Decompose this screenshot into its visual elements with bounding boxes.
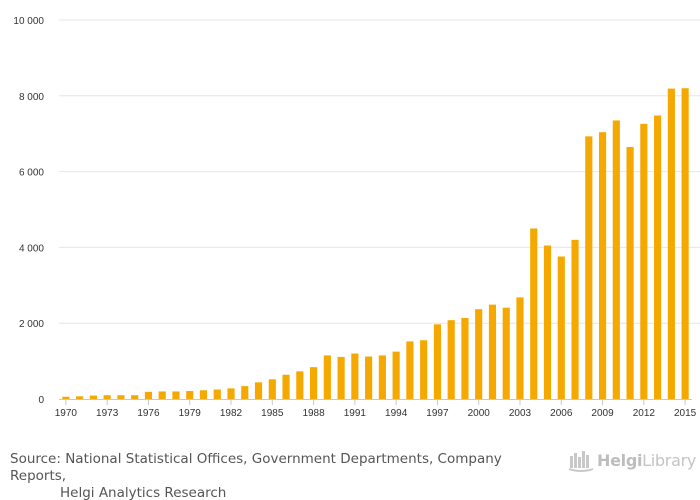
x-tick-label: 1988: [302, 408, 325, 419]
bar: [310, 367, 318, 399]
bar: [461, 317, 469, 399]
x-tick-label: 2012: [633, 408, 656, 419]
source-line-2: Helgi Analytics Research: [60, 485, 227, 500]
bar: [681, 88, 689, 399]
bar: [640, 123, 648, 399]
bar: [530, 228, 538, 399]
x-tick-label: 1979: [179, 408, 202, 419]
helgi-library-icon: [569, 451, 593, 472]
bar: [626, 146, 634, 399]
bar: [103, 395, 111, 399]
bar: [131, 395, 139, 399]
x-tick-label: 1997: [426, 408, 449, 419]
x-tick-label: 1970: [55, 408, 78, 419]
bar: [378, 355, 386, 399]
bar: [89, 395, 97, 399]
bar: [654, 115, 662, 399]
bar: [199, 390, 208, 399]
bar: [227, 388, 235, 399]
bar: [543, 245, 552, 399]
source-note: Source: National Statistical Offices, Go…: [10, 451, 550, 500]
bar: [144, 391, 153, 399]
x-tick-label: 2006: [550, 408, 573, 419]
bar: [351, 353, 359, 399]
bar: [392, 351, 400, 400]
logo-brand-light: Library: [642, 450, 697, 470]
bar: [337, 356, 345, 399]
bar: [172, 391, 180, 399]
y-tick-label: 6 000: [19, 168, 44, 179]
bar: [447, 320, 455, 399]
bar: [612, 120, 620, 399]
bar: [282, 374, 290, 399]
bar: [598, 132, 607, 399]
source-line-1: Source: National Statistical Offices, Go…: [10, 451, 502, 484]
helgi-library-logo: HelgiLibrary: [568, 447, 696, 473]
logo-brand-bold: Helgi: [597, 450, 643, 470]
bar: [475, 309, 483, 399]
bar: [365, 356, 373, 399]
bar: [268, 379, 276, 399]
bar: [667, 88, 675, 399]
bar: [117, 395, 125, 399]
logo-wordmark: HelgiLibrary: [597, 451, 696, 470]
bar: [571, 239, 579, 399]
x-tick-label: 1991: [344, 408, 367, 419]
bar: [557, 256, 565, 399]
y-tick-label: 8 000: [19, 92, 44, 103]
bar: [254, 382, 263, 399]
y-tick-label: 2 000: [19, 319, 44, 330]
x-tick-label: 2009: [591, 408, 614, 419]
y-tick-label: 0: [38, 395, 44, 406]
bar: [488, 304, 497, 399]
bar: [406, 341, 414, 399]
bar: [296, 371, 304, 399]
bar: [213, 389, 221, 399]
x-tick-label: 2015: [674, 408, 697, 419]
x-tick-label: 1973: [96, 408, 119, 419]
x-tick-label: 1985: [261, 408, 284, 419]
bar-chart: 0 2 000 4 000 6 000 8 000 10 000 1970 1973 1976 1…: [13, 16, 700, 419]
bar: [241, 386, 249, 399]
bar: [186, 391, 194, 399]
x-tick-label: 1994: [385, 408, 408, 419]
y-tick-label: 10 000: [13, 16, 44, 27]
bar: [76, 396, 84, 399]
bar: [62, 396, 70, 399]
y-tick-label: 4 000: [19, 243, 44, 254]
x-tick-label: 1976: [137, 408, 160, 419]
bar: [516, 297, 524, 399]
x-tick-label: 1982: [220, 408, 243, 419]
x-tick-label: 2000: [468, 408, 491, 419]
bar: [585, 136, 593, 399]
bar: [502, 307, 510, 399]
bar: [433, 324, 442, 399]
bar: [420, 340, 428, 399]
bar: [158, 391, 166, 399]
bar: [323, 355, 331, 399]
x-tick-label: 2003: [509, 408, 532, 419]
